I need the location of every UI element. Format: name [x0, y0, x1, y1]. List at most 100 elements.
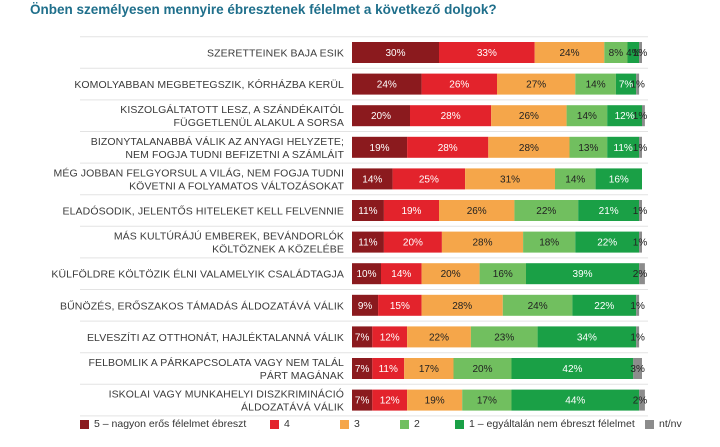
data-label: 26% [449, 80, 469, 91]
category-label-line: PÁRT MAGÁNAK [260, 369, 344, 382]
bar-segment [636, 73, 640, 95]
data-label: 8% [609, 48, 624, 59]
data-label: 28% [519, 143, 539, 154]
data-label: 1% [633, 111, 648, 122]
data-label: 14% [391, 269, 411, 280]
bar-segment [511, 389, 640, 411]
data-label: 2% [633, 269, 648, 280]
bar-segment [421, 73, 497, 95]
data-label: 19% [370, 143, 390, 154]
bar-segment [352, 168, 393, 190]
bar-segment [383, 200, 439, 221]
legend-label: 2 [414, 418, 420, 430]
data-label: 20% [441, 269, 461, 280]
data-label: 11% [379, 364, 398, 375]
category-label-line: ÁLDOZATÁVÁ VÁLIK [241, 401, 344, 414]
chart-title: Önben személyesen mennyire ébresztenek f… [30, 2, 497, 17]
data-label: 24% [528, 301, 548, 312]
bar-segment [604, 42, 628, 63]
bar-segment [607, 105, 642, 127]
bar-segment [526, 263, 640, 285]
bar-segment [636, 294, 640, 316]
bar-segment [453, 358, 512, 379]
bar-segment [407, 136, 489, 158]
data-label: 42% [562, 364, 582, 375]
data-label: 3% [630, 364, 645, 375]
bar-segment [352, 294, 379, 316]
data-label: 26% [467, 206, 487, 217]
data-label: 22% [429, 332, 449, 343]
bar-segment [352, 263, 381, 285]
category-label: MÉG JOBBAN FELGYORSUL A VILÁG, NEM FOGJA… [54, 166, 345, 192]
bar-segment [639, 200, 642, 221]
category-label: SZERETTEINEK BAJA ESIK [207, 48, 344, 60]
category-label: KOMOLYABBAN MEGBETEGSZIK, KÓRHÁZBA KERÜL [74, 78, 344, 91]
bar-segment [575, 73, 616, 95]
bar-segment [462, 389, 512, 411]
bar-segment [465, 168, 555, 190]
data-label: 31% [500, 174, 520, 185]
category-label-line: KÖLTÖZNEK A KÖZELÉBE [212, 243, 344, 256]
legend-label: 1 – egyáltalán nem ébreszt félelmet [469, 418, 635, 430]
bar-segment [470, 326, 538, 348]
bar-segment [569, 136, 608, 158]
bar-segment [578, 200, 640, 221]
data-label: 16% [493, 269, 513, 280]
legend-item: 2 [400, 418, 420, 430]
bar-segment [534, 42, 605, 63]
bar-segment [639, 389, 645, 411]
legend-item: 4 [270, 418, 290, 430]
data-label: 1% [630, 301, 645, 312]
bar-segment [407, 389, 463, 411]
data-label: 20% [472, 364, 492, 375]
category-label: ELADÓSODIK, JELENTŐS HITELEKET KELL FELV… [63, 204, 344, 218]
category-label-line: BIZONYTALANABBÁ VÁLIK AZ ANYAGI HELYZETE… [91, 135, 344, 148]
data-label: 24% [377, 80, 397, 91]
category-label: ISKOLAI VAGY MUNKAHELYI DISZKRIMINÁCIÓ ÁL… [109, 388, 344, 414]
data-label: 14% [565, 174, 585, 185]
data-label: 27% [526, 80, 546, 91]
bar-segment [639, 136, 642, 158]
data-label: 1% [633, 48, 648, 59]
category-label: FELBOMLIK A PÁRKAPCSOLATA VAGY NEM TALÁL… [88, 356, 344, 382]
data-label: 28% [472, 238, 492, 249]
category-label-line: FÜGGETLENÜL ALAKUL A SORSA [174, 117, 344, 129]
data-label: 1% [633, 238, 648, 249]
category-label: BIZONYTALANABBÁ VÁLIK AZ ANYAGI HELYZETE… [91, 135, 345, 161]
legend-swatch [270, 419, 279, 429]
data-label: 17% [477, 396, 497, 407]
bar-segment [352, 200, 384, 221]
data-label: 25% [419, 174, 439, 185]
bar-segment [352, 136, 408, 158]
data-label: 17% [419, 364, 439, 375]
bar-segment [372, 358, 405, 379]
category-label-line: ISKOLAI VAGY MUNKAHELYI DISZKRIMINÁCIÓ [109, 388, 344, 401]
legend-item: 5 – nagyon erős félelmet ébreszt [80, 418, 246, 430]
data-label: 11% [358, 206, 377, 217]
bar-segment [439, 200, 515, 221]
category-label: ELVESZÍTI AZ OTTHONÁT, HAJLÉKTALANNÁ VÁL… [87, 331, 344, 344]
bar-segment [537, 326, 637, 348]
data-label: 24% [559, 48, 579, 59]
legend-swatch [400, 419, 409, 429]
legend-swatch [80, 419, 89, 429]
data-label: 19% [401, 206, 421, 217]
data-label: 33% [477, 48, 497, 59]
data-label: 1% [633, 206, 648, 217]
bar-segment [511, 358, 634, 379]
bar-segment [497, 73, 576, 95]
bar-segment [421, 294, 503, 316]
data-label: 22% [597, 238, 617, 249]
legend-label: 3 [354, 418, 360, 430]
bar-segment [502, 294, 573, 316]
data-label: 22% [594, 301, 614, 312]
category-label-line: MÉG JOBBAN FELGYORSUL A VILÁG, NEM FOGJA… [54, 166, 345, 179]
legend-label: nt/nv [659, 418, 682, 430]
data-label: 21% [599, 206, 619, 217]
bar-segment [381, 263, 422, 285]
data-label: 28% [441, 111, 461, 122]
bar-segment [352, 73, 422, 95]
bar-segment [627, 42, 640, 63]
data-label: 26% [519, 111, 539, 122]
